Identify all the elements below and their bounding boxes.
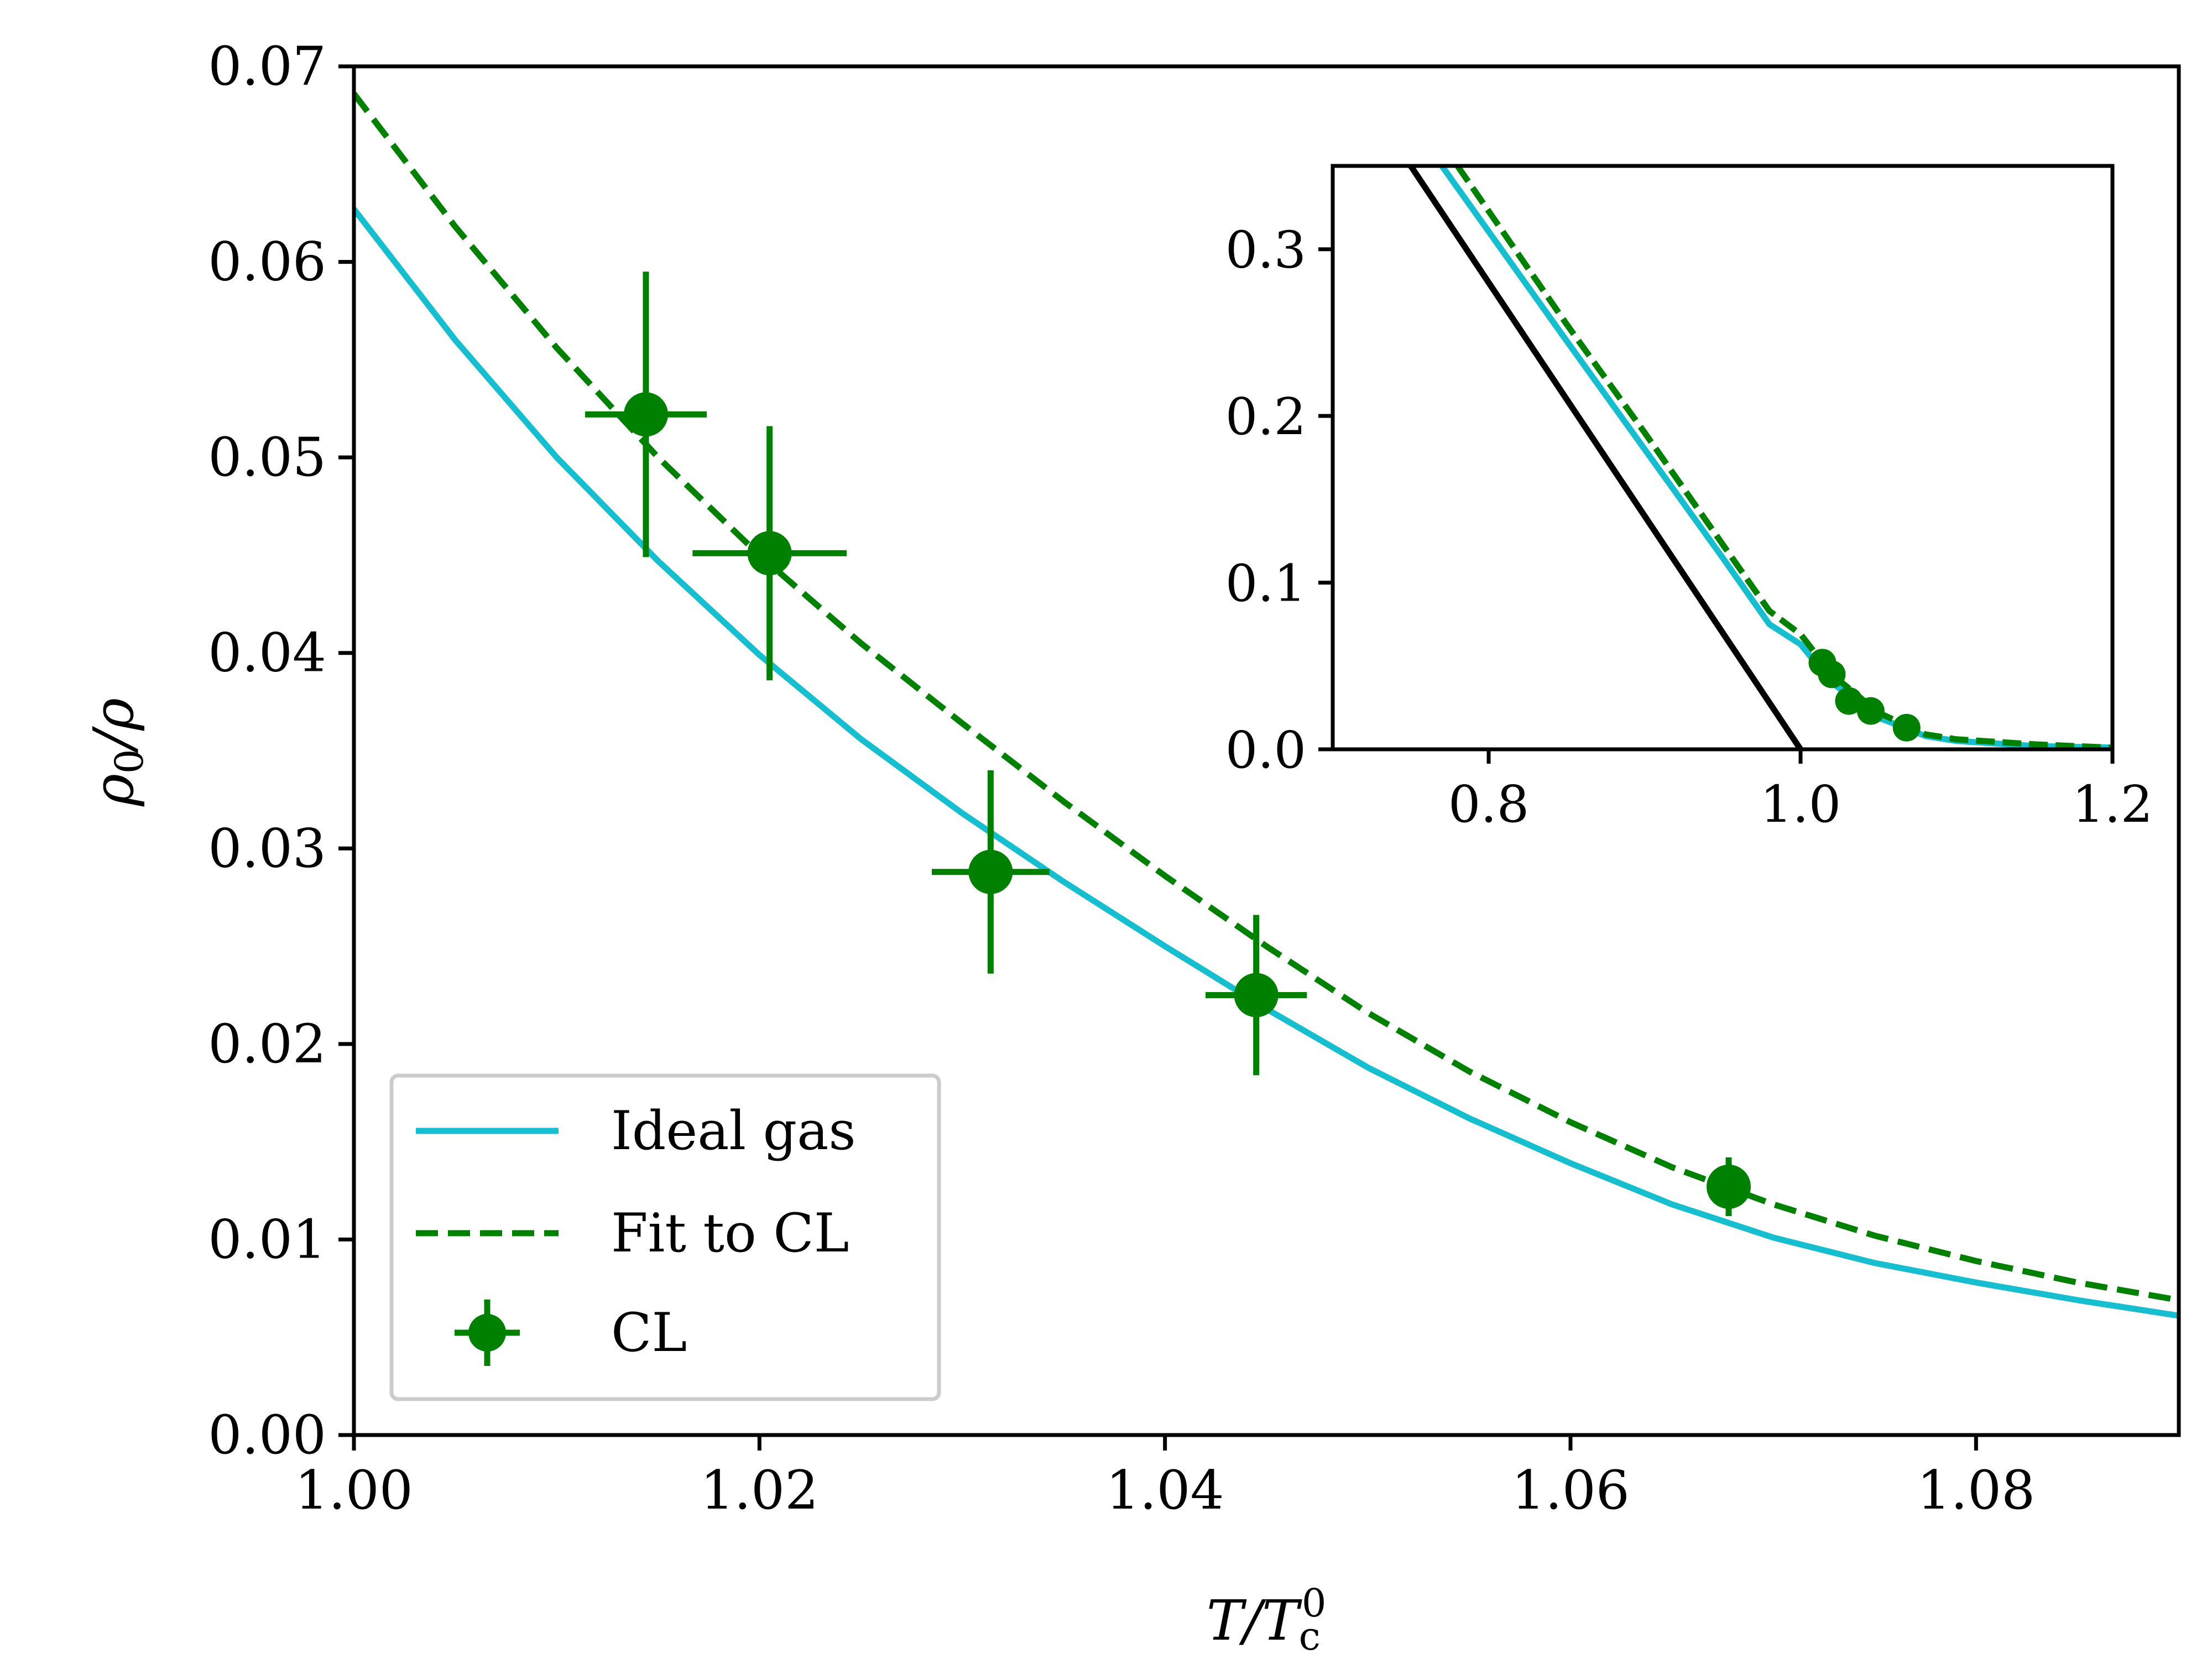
main-y-tick-label: 0.07 (208, 35, 326, 97)
inset-x-tick-label: 1.0 (1760, 775, 1841, 834)
legend-frame (389, 1073, 941, 1401)
main-y-tick-label: 0.02 (208, 1013, 326, 1075)
main-y-tick-label: 0.05 (208, 426, 326, 488)
legend-cl-label: CL (611, 1302, 687, 1364)
main-axes: 1.00 1.02 1.04 1.06 1.08 0.000.010.020.030.0… (81, 35, 2181, 1659)
main-y-tick-label: 0.04 (208, 622, 326, 684)
main-cl-point (747, 531, 792, 576)
main-y-ticks: 0.00 0.01 0.02 0.03 0.04 0.05 0.06 0.07 (208, 35, 354, 1466)
inset-x-tick-label: 1.2 (2072, 775, 2153, 834)
main-x-tick-label: 1.06 (1511, 1459, 1630, 1521)
main-cl-point (1707, 1164, 1751, 1209)
inset-condensate-black-line (1408, 166, 1803, 749)
main-cl-point (624, 392, 668, 437)
inset-series (1408, 166, 2112, 749)
legend: Ideal gas Fit to CL CL (389, 1073, 941, 1401)
inset-y-tick-label: 0.2 (1225, 387, 1306, 446)
main-x-tick-label: 1.08 (1917, 1459, 2035, 1521)
main-cl-point (1234, 973, 1279, 1018)
main-x-ticks: 1.00 1.02 1.04 1.06 1.08 (295, 1435, 2035, 1521)
legend-cl-marker-swatch (468, 1314, 506, 1352)
inset-x-tick-label: 0.8 (1448, 775, 1529, 834)
inset-cl-point (1818, 660, 1846, 688)
main-x-tick-label: 1.04 (1106, 1459, 1224, 1521)
inset-y-tick-label: 0.3 (1225, 221, 1306, 280)
inset-y-tick-label: 0.0 (1225, 721, 1306, 780)
legend-fit-to-cl-label: Fit to CL (611, 1202, 849, 1264)
inset-cl-point (1856, 697, 1885, 725)
inset-plot-frame (1331, 164, 2115, 752)
inset-axes: 0.8 1.0 1.2 0.0 0.1 0.2 0.3 (1225, 164, 2153, 834)
main-x-axis-label: T/Tc0 (1207, 1580, 1327, 1659)
main-y-tick-label: 0.03 (208, 817, 326, 879)
inset-y-ticks: 0.0 0.1 0.2 0.3 (1225, 221, 1333, 780)
main-series (354, 92, 2179, 1319)
main-cl-point (968, 849, 1013, 894)
inset-fit-to-cl-line (1455, 166, 2112, 749)
main-x-tick-label: 1.02 (700, 1459, 818, 1521)
main-x-tick-label: 1.00 (295, 1459, 413, 1521)
main-y-tick-label: 0.01 (208, 1208, 326, 1270)
main-y-tick-label: 0.06 (208, 231, 326, 293)
inset-y-tick-label: 0.1 (1225, 554, 1306, 613)
main-y-tick-label: 0.00 (208, 1404, 326, 1466)
inset-cl-point (1892, 713, 1921, 742)
legend-ideal-gas-label: Ideal gas (611, 1100, 856, 1162)
inset-plot-background (1333, 166, 2112, 749)
main-plot-frame (352, 64, 2181, 1437)
inset-cl-point (1835, 687, 1863, 715)
inset-x-ticks: 0.8 1.0 1.2 (1448, 749, 2153, 834)
main-fit-to-cl-line (354, 92, 2179, 1303)
